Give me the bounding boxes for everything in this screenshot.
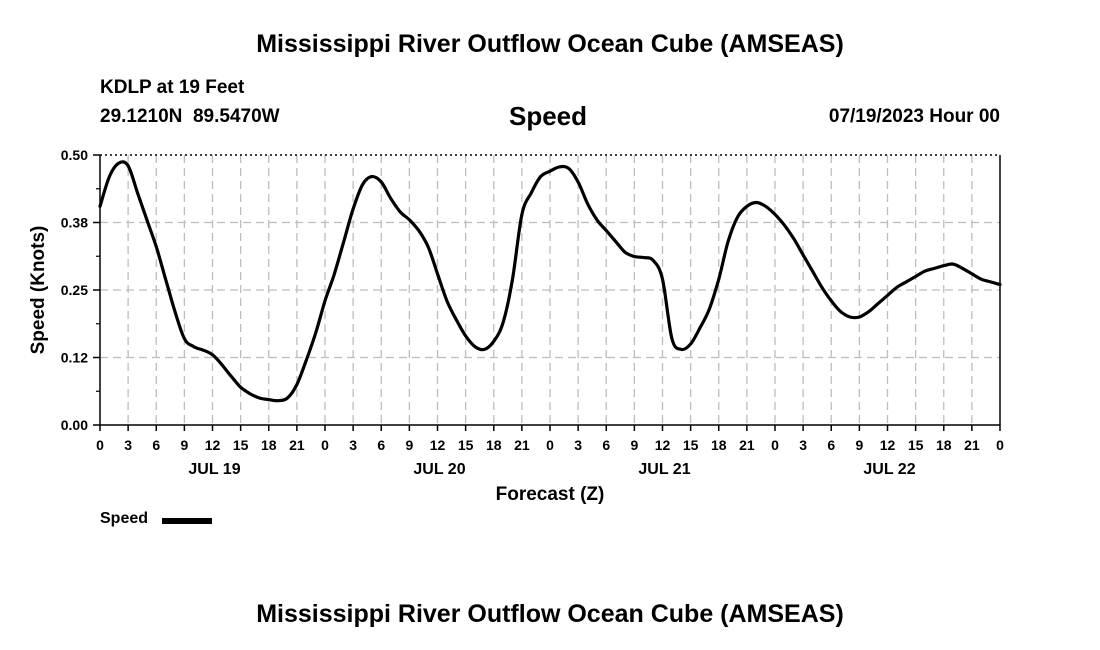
y-axis-label: Speed (Knots)	[28, 226, 49, 355]
day-label: JUL 21	[638, 461, 690, 478]
station-label: KDLP at 19 Feet	[100, 77, 245, 98]
x-tick-label: 0	[96, 437, 104, 453]
grid-lines	[100, 155, 1000, 425]
x-tick-label: 12	[430, 437, 446, 453]
x-tick-label: 15	[233, 437, 249, 453]
x-tick-label: 9	[405, 437, 413, 453]
y-tick-label: 0.12	[61, 350, 88, 366]
day-label: JUL 20	[413, 461, 465, 478]
speed-chart: 0.00 0.12 0.25 0.38 0.50 0 3 6 9 12 15 18 21 0 3 6 9 12 1…	[28, 147, 1004, 505]
x-tick-label: 21	[514, 437, 530, 453]
x-tick-label: 12	[655, 437, 671, 453]
x-tick-label: 18	[486, 437, 502, 453]
x-tick-label: 21	[739, 437, 755, 453]
x-tick-label: 0	[771, 437, 779, 453]
x-tick-label: 18	[261, 437, 277, 453]
x-tick-label: 3	[124, 437, 132, 453]
chart-main-title: Mississippi River Outflow Ocean Cube (AM…	[256, 30, 844, 58]
x-axis-label: Forecast (Z)	[496, 484, 605, 505]
x-tick-label: 12	[880, 437, 896, 453]
x-tick-label: 0	[996, 437, 1004, 453]
x-tick-label: 18	[936, 437, 952, 453]
forecast-datetime: 07/19/2023 Hour 00	[828, 106, 1000, 127]
x-tick-label: 15	[683, 437, 699, 453]
day-label: JUL 19	[188, 461, 240, 478]
y-tick-label: 0.25	[61, 282, 88, 298]
x-tick-label: 6	[152, 437, 160, 453]
station-coordinates: 29.1210N 89.5470W	[100, 106, 280, 127]
x-tick-label: 18	[711, 437, 727, 453]
x-tick-label: 0	[321, 437, 329, 453]
variable-title: Speed	[509, 101, 588, 131]
day-label: JUL 22	[863, 461, 915, 478]
speed-series-line	[98, 160, 1002, 403]
x-axis-ticks: 0 3 6 9 12 15 18 21 0 3 6 9 12 15 18 21 0 3 6 9 12 15 18 21 0 3 6 9…	[96, 425, 1004, 453]
x-tick-label: 21	[964, 437, 980, 453]
x-tick-label: 6	[377, 437, 385, 453]
x-tick-label: 9	[180, 437, 188, 453]
legend-line-swatch	[162, 518, 212, 524]
x-tick-label: 3	[799, 437, 807, 453]
x-tick-label: 0	[546, 437, 554, 453]
y-tick-label: 0.50	[61, 147, 88, 163]
legend-label: Speed	[100, 510, 149, 527]
y-tick-label: 0.00	[61, 417, 88, 433]
x-tick-label: 3	[574, 437, 582, 453]
x-tick-label: 9	[630, 437, 638, 453]
x-tick-label: 6	[827, 437, 835, 453]
x-tick-label: 9	[855, 437, 863, 453]
y-axis-ticks: 0.00 0.12 0.25 0.38 0.50	[61, 147, 100, 433]
day-labels: JUL 19 JUL 20 JUL 21 JUL 22	[188, 461, 915, 478]
x-tick-label: 3	[349, 437, 357, 453]
x-tick-label: 21	[289, 437, 305, 453]
x-tick-label: 12	[205, 437, 221, 453]
x-tick-label: 6	[602, 437, 610, 453]
x-tick-label: 15	[458, 437, 474, 453]
x-tick-label: 15	[908, 437, 924, 453]
y-tick-label: 0.38	[61, 215, 88, 231]
footer-title: Mississippi River Outflow Ocean Cube (AM…	[256, 600, 844, 628]
